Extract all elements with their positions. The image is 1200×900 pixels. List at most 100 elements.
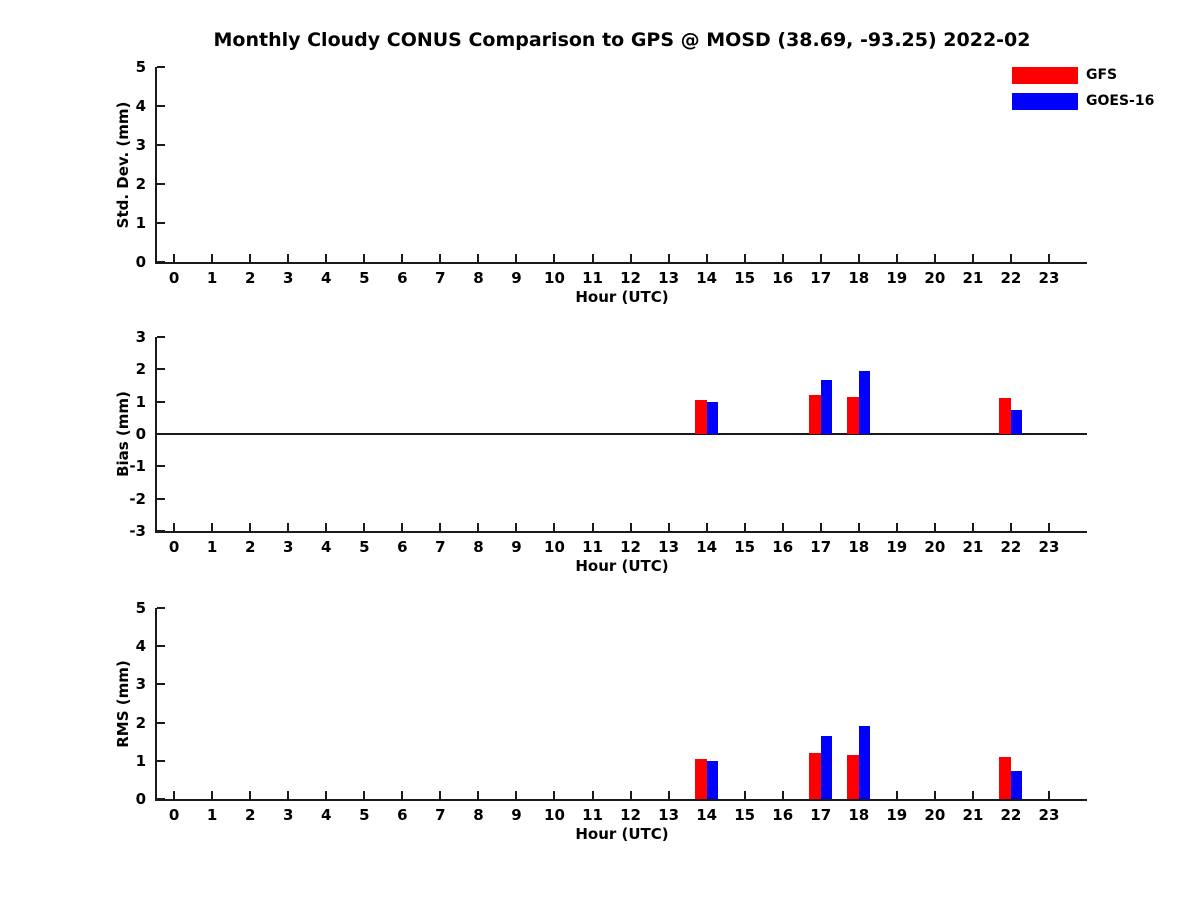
bias-x-tick bbox=[667, 523, 670, 531]
bias-x-tick bbox=[439, 523, 442, 531]
rms-y-tick bbox=[157, 645, 165, 648]
bar-gfs-hour-14 bbox=[695, 758, 707, 799]
bias-x-tick bbox=[971, 523, 974, 531]
bias-y-tick-label: 0 bbox=[135, 425, 146, 443]
std-dev-x-tick bbox=[857, 254, 860, 262]
std-dev-x-tick bbox=[477, 254, 480, 262]
rms-y-tick-label: 4 bbox=[135, 637, 146, 656]
std-dev-x-tick bbox=[933, 254, 936, 262]
std-dev-y-tick-label: 3 bbox=[135, 136, 146, 154]
std-dev-x-tick bbox=[629, 254, 632, 262]
bias-x-tick-label: 17 bbox=[810, 538, 832, 556]
rms-y-tick-label: 2 bbox=[135, 713, 146, 732]
std-dev-x-tick-label: 5 bbox=[359, 269, 370, 287]
std-dev-x-tick bbox=[439, 254, 442, 262]
rms-x-tick-label: 6 bbox=[397, 806, 408, 824]
bias-y-tick bbox=[157, 336, 165, 338]
std-dev-y-tick bbox=[157, 183, 165, 185]
std-dev-y-tick-label: 0 bbox=[135, 253, 146, 271]
std-dev-x-tick-label: 21 bbox=[962, 269, 984, 287]
rms-x-tick-label: 8 bbox=[473, 806, 484, 824]
bias-x-tick bbox=[173, 523, 176, 531]
std-dev-x-tick bbox=[287, 254, 290, 262]
bias-x-tick-label: 22 bbox=[1000, 538, 1022, 556]
std-dev-x-tick bbox=[781, 254, 784, 262]
rms-y-axis-label: RMS (mm) bbox=[114, 659, 132, 748]
std-dev-y-tick bbox=[157, 66, 165, 68]
std-dev-x-tick-label: 4 bbox=[321, 269, 332, 287]
std-dev-x-axis-spine bbox=[155, 262, 1087, 264]
bias-x-tick-label: 19 bbox=[886, 538, 908, 556]
bias-x-tick bbox=[933, 523, 936, 531]
rms-y-tick bbox=[157, 721, 165, 724]
rms-x-tick bbox=[591, 791, 594, 799]
std-dev-y-tick-label: 1 bbox=[135, 214, 146, 232]
std-dev-x-tick-label: 20 bbox=[924, 269, 946, 287]
rms-x-tick-label: 18 bbox=[848, 806, 870, 824]
rms-x-tick-label: 16 bbox=[772, 806, 794, 824]
std-dev-x-tick bbox=[249, 254, 252, 262]
std-dev-x-tick-label: 8 bbox=[473, 269, 484, 287]
rms-y-tick-label: 3 bbox=[135, 675, 146, 694]
std-dev-x-tick bbox=[211, 254, 214, 262]
rms-x-tick-label: 4 bbox=[321, 806, 332, 824]
std-dev-x-tick-label: 6 bbox=[397, 269, 408, 287]
rms-x-tick-label: 7 bbox=[435, 806, 446, 824]
rms-y-tick-label: 1 bbox=[135, 751, 146, 770]
std-dev-x-tick bbox=[667, 254, 670, 262]
legend-label-gfs: GFS bbox=[1086, 66, 1118, 83]
std-dev-x-axis-label: Hour (UTC) bbox=[575, 288, 669, 306]
rms-y-tick bbox=[157, 683, 165, 686]
std-dev-x-tick bbox=[515, 254, 518, 262]
rms-x-tick bbox=[173, 791, 176, 799]
rms-y-tick bbox=[157, 798, 165, 800]
legend-label-goes16: GOES-16 bbox=[1086, 92, 1155, 109]
std-dev-x-tick bbox=[1047, 254, 1050, 262]
bias-x-tick bbox=[705, 523, 708, 531]
rms-x-tick bbox=[439, 791, 442, 799]
bias-x-tick-label: 2 bbox=[244, 538, 256, 556]
std-dev-x-tick-label: 12 bbox=[620, 269, 641, 287]
std-dev-x-tick-label: 3 bbox=[283, 269, 294, 287]
rms-x-tick bbox=[515, 791, 518, 799]
bias-x-tick-label: 14 bbox=[696, 538, 718, 556]
rms-x-tick-label: 19 bbox=[886, 806, 908, 824]
rms-x-tick-label: 21 bbox=[962, 806, 984, 824]
bias-x-tick-label: 6 bbox=[397, 538, 408, 556]
rms-x-tick-label: 9 bbox=[511, 806, 522, 824]
std-dev-x-tick bbox=[705, 254, 708, 262]
std-dev-x-tick-label: 2 bbox=[244, 269, 256, 287]
std-dev-x-tick-label: 18 bbox=[848, 269, 870, 287]
rms-x-tick-label: 1 bbox=[206, 806, 218, 824]
std-dev-x-tick bbox=[971, 254, 974, 262]
bias-x-tick bbox=[819, 523, 822, 531]
rms-x-tick-label: 3 bbox=[283, 806, 294, 824]
rms-x-tick bbox=[667, 791, 670, 799]
bias-x-tick bbox=[477, 523, 480, 531]
std-dev-x-tick-label: 14 bbox=[696, 269, 718, 287]
bias-x-tick bbox=[211, 523, 214, 531]
std-dev-y-tick-label: 2 bbox=[135, 175, 146, 193]
bias-x-tick bbox=[287, 523, 290, 531]
legend-item-goes16: GOES-16 bbox=[1012, 92, 1154, 110]
bias-x-tick-label: 16 bbox=[772, 538, 794, 556]
rms-x-tick-label: 11 bbox=[582, 806, 603, 824]
bias-x-axis-spine bbox=[155, 531, 1087, 533]
std-dev-y-tick bbox=[157, 222, 165, 224]
bias-x-tick bbox=[515, 523, 518, 531]
rms-x-tick-label: 15 bbox=[734, 806, 756, 824]
legend-swatch-goes16 bbox=[1012, 92, 1078, 110]
bias-x-tick-label: 11 bbox=[582, 538, 603, 556]
bias-x-tick-label: 15 bbox=[734, 538, 756, 556]
bias-y-tick bbox=[157, 368, 165, 371]
std-dev-x-tick-label: 22 bbox=[1000, 269, 1022, 287]
bias-x-tick bbox=[1009, 523, 1012, 531]
std-dev-x-tick bbox=[591, 254, 594, 262]
bias-x-tick-label: 5 bbox=[359, 538, 370, 556]
bias-x-tick-label: 8 bbox=[473, 538, 484, 556]
rms-x-tick bbox=[629, 791, 632, 799]
bias-y-tick bbox=[157, 530, 165, 532]
std-dev-y-tick bbox=[157, 144, 165, 146]
rms-x-tick bbox=[743, 791, 746, 799]
bar-goes16-hour-22 bbox=[1010, 410, 1023, 434]
